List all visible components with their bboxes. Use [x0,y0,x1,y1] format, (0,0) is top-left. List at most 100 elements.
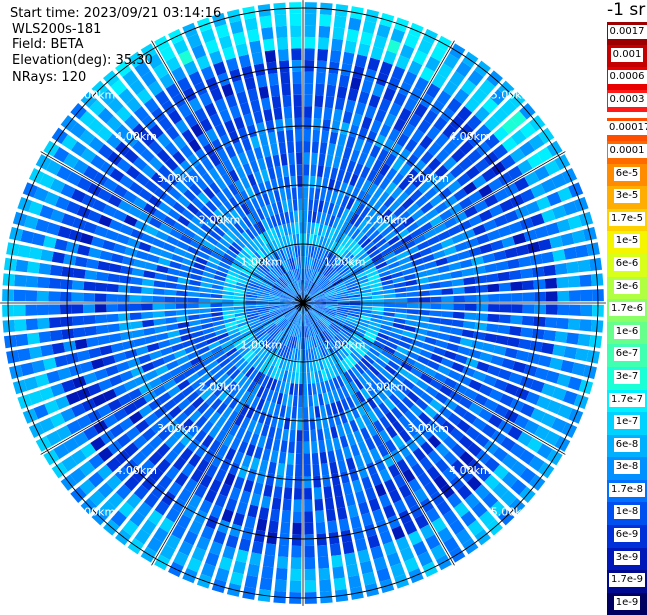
range-gate [97,334,111,346]
range-gate [566,332,580,345]
range-gate [419,456,434,471]
range-gate [395,55,410,70]
range-gate [257,157,267,171]
range-gate [407,303,419,309]
range-ring-label: 1.00km [240,339,282,352]
range-gate [159,222,173,234]
range-gate [332,216,341,229]
range-gate [313,259,320,271]
range-gate [148,195,162,208]
range-gate [195,256,208,266]
range-gate [28,390,44,406]
range-gate [451,443,466,458]
range-gate [334,317,346,324]
range-gate [549,357,564,371]
range-gate [107,194,122,208]
range-gate [557,186,573,202]
range-gate [475,141,491,157]
range-gate [437,365,451,376]
range-gate [169,260,182,270]
range-gate [567,275,581,288]
range-gate [241,231,252,243]
range-gate [462,181,478,195]
range-gate [201,322,214,330]
range-gate [295,372,299,384]
range-gate [313,307,325,313]
range-gate [361,222,373,234]
range-gate [118,501,135,518]
range-gate [340,63,353,77]
range-gate [124,246,138,258]
range-gate [363,354,375,365]
range-gate [577,259,591,273]
range-gate [199,499,213,514]
range-gate [132,156,148,171]
range-gate [389,218,402,230]
range-gate [430,303,442,310]
range-gate [340,328,352,337]
range-gate [366,328,379,336]
range-gate [457,484,473,500]
range-gate [473,265,486,275]
range-gate [186,557,202,573]
range-gate [120,331,133,341]
range-gate [567,215,583,230]
range-gate [256,385,265,398]
range-gate [330,191,339,204]
range-gate [290,25,302,38]
range-gate [193,509,208,525]
range-gate [297,407,303,419]
range-gate [310,164,317,177]
range-gate [382,316,395,322]
range-gate [95,324,109,335]
range-gate [313,487,323,500]
range-gate [444,398,458,411]
colorbar-tick-label: 6e-8 [613,437,641,452]
range-gate [163,215,177,227]
range-gate [221,508,234,523]
range-gate [310,270,316,282]
range-gate [265,274,276,283]
range-gate [366,397,378,410]
range-gate [343,274,355,282]
range-gate [450,270,463,279]
azimuth-spoke [302,302,455,566]
range-gate [451,233,465,245]
range-gate [261,375,270,388]
range-gate [372,186,384,200]
range-gate [348,291,361,296]
range-gate [358,285,371,291]
range-gate [172,201,186,214]
range-gate [278,332,286,343]
range-gate [173,551,189,567]
range-gate [493,378,508,392]
nrays: NRays: 120 [12,70,87,85]
range-gate [216,191,228,204]
range-gate [315,259,322,272]
range-gate [141,475,157,491]
range-gate [551,173,567,189]
range-gate [499,293,512,302]
range-gate [123,190,138,204]
range-gate [251,274,263,282]
range-gate [447,180,462,194]
range-gate [253,110,264,124]
range-gate [447,492,463,509]
range-gate [493,214,508,228]
range-gate [299,314,302,327]
range-gate [238,275,250,282]
range-gate [427,235,441,246]
range-gate [366,351,378,361]
range-gate [183,530,199,546]
range-gate [253,63,266,77]
range-gate [233,451,245,465]
range-gate [442,435,457,450]
range-gate [288,359,294,372]
range-gate [260,282,272,289]
range-gate [291,187,297,200]
range-gate [124,475,140,492]
azimuth-spoke [302,302,566,455]
range-gate [279,320,289,330]
range-gate [232,31,247,46]
range-gate [419,349,433,359]
